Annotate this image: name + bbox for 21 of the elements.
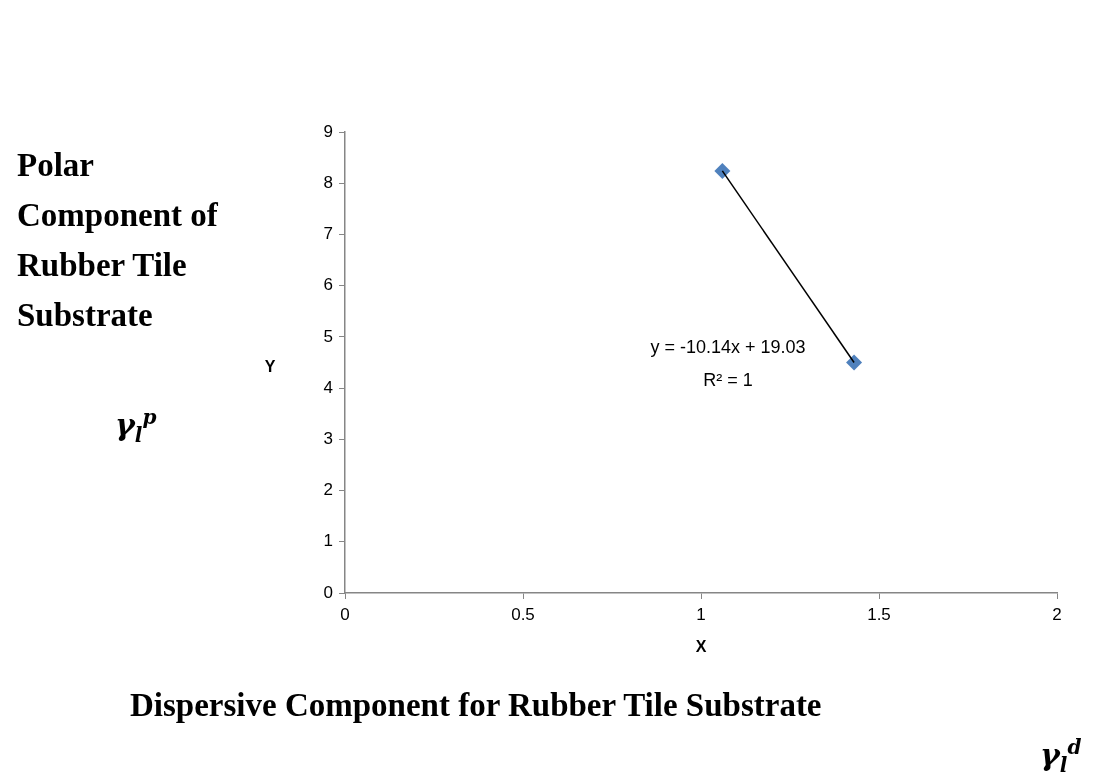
y-axis-title: Y <box>264 357 276 375</box>
y-tick-label: 6 <box>323 275 333 295</box>
y-tick-label: 5 <box>323 326 333 346</box>
y-tick-label: 9 <box>323 121 333 141</box>
x-axis-title: X <box>695 637 707 655</box>
x-tick-label: 0.5 <box>511 604 535 624</box>
y-tick-label: 2 <box>323 480 333 500</box>
y-tick-label: 1 <box>323 531 333 551</box>
annotation: y = -10.14x + 19.03 <box>650 336 806 357</box>
x-tick-label: 0 <box>340 604 350 624</box>
x-tick-label: 1.5 <box>867 604 891 624</box>
y-tick-label: 4 <box>323 377 333 397</box>
annotation: R² = 1 <box>703 369 753 390</box>
y-tick-label: 0 <box>323 582 333 602</box>
x-tick-label: 1 <box>696 604 706 624</box>
text: Polar Component of Rubber Tile Substrate <box>17 146 219 335</box>
y-tick-label: 7 <box>323 224 333 244</box>
x-tick-label: 2 <box>1052 604 1062 624</box>
text: Dispersive Component for Rubber Tile Substrate <box>130 686 822 725</box>
y-tick-label: 8 <box>323 172 333 192</box>
y-tick-label: 3 <box>323 429 333 449</box>
